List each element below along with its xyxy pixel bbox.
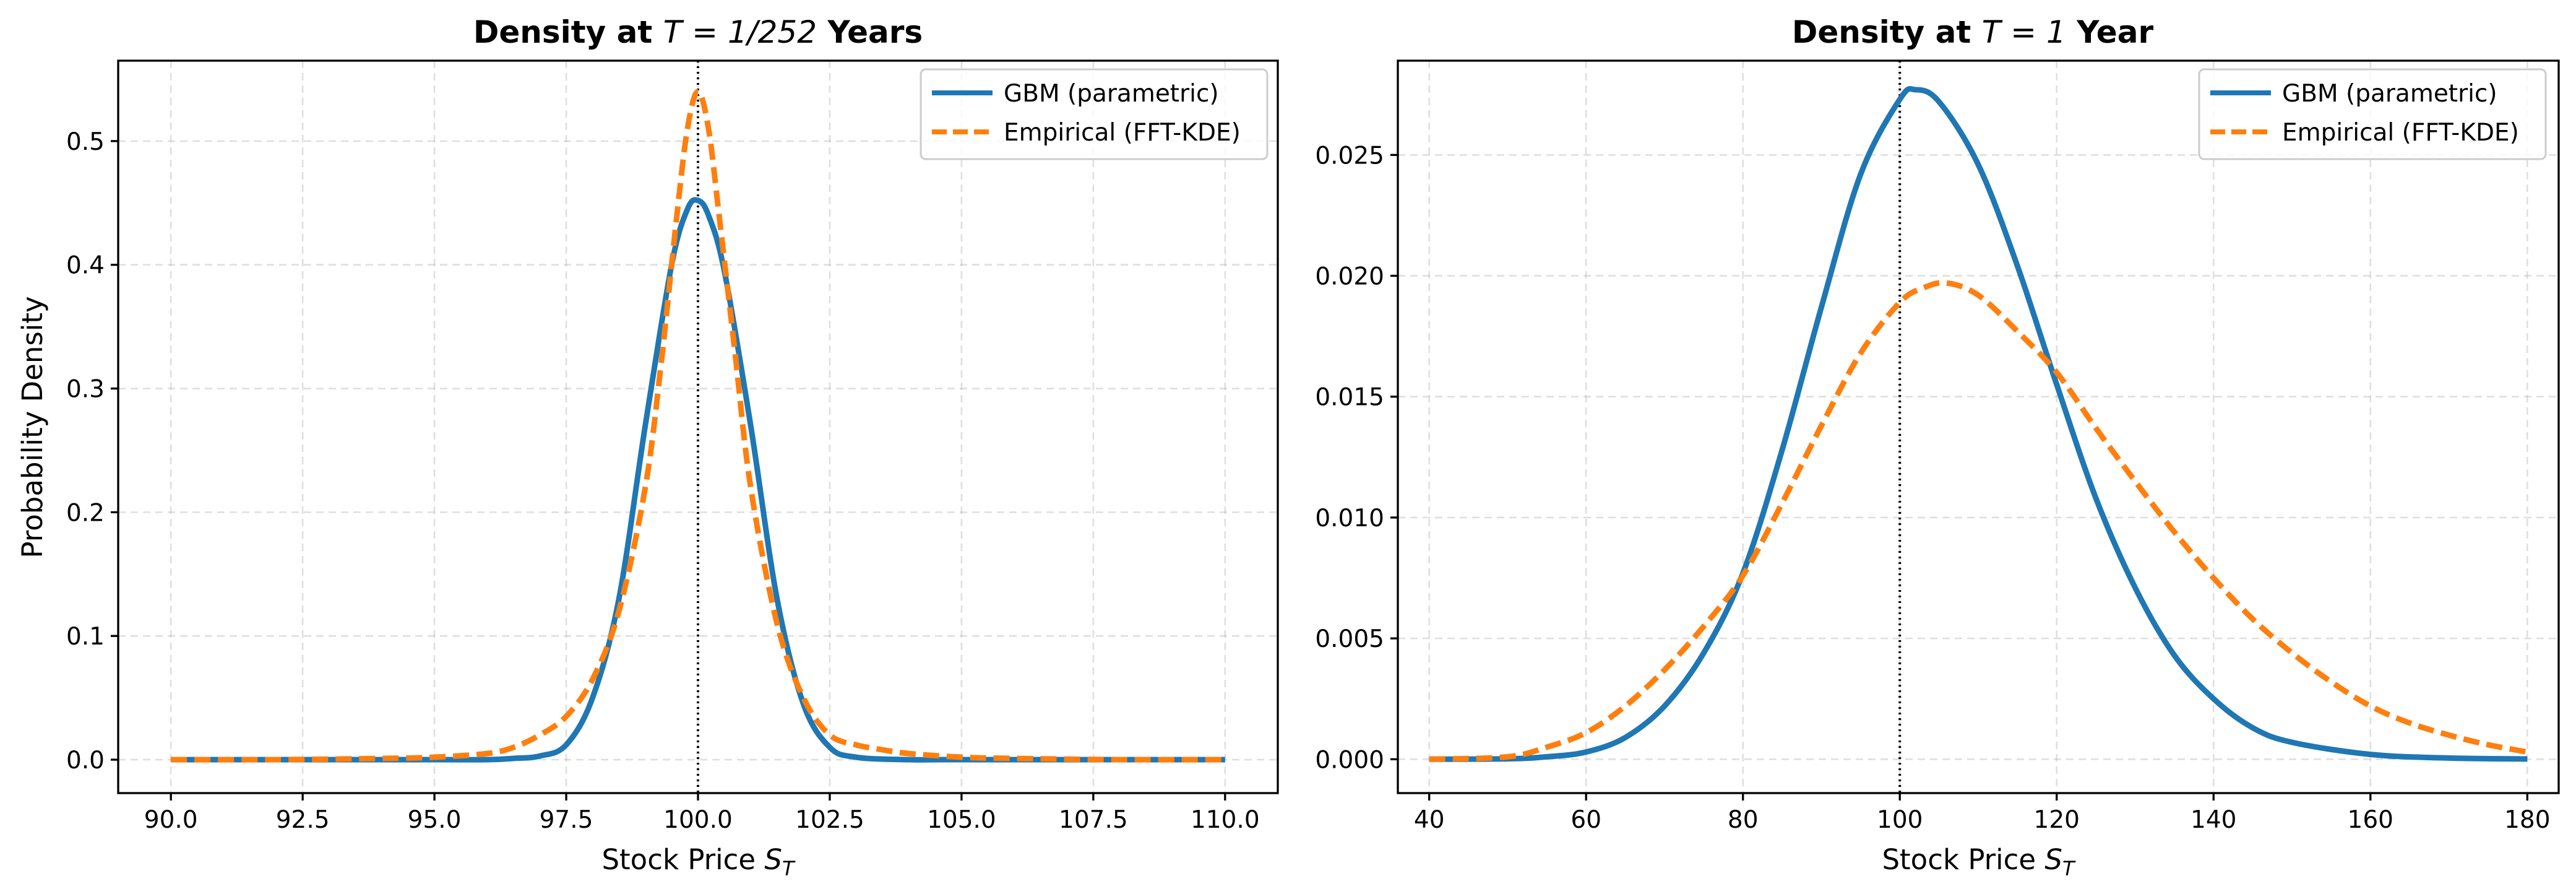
right-x-tick-label: 180	[2504, 806, 2550, 834]
left-density-chart: Density at T = 1/252 Years 90.0 92.5 95.0 9…	[16, 14, 1279, 880]
left-x-tick-label: 102.5	[795, 806, 864, 834]
left-plot-frame	[117, 59, 1279, 794]
left-x-tick-label: 92.5	[276, 806, 330, 834]
right-y-tick-label: 0.025	[1315, 142, 1384, 170]
right-x-tick-label: 160	[2348, 806, 2393, 834]
right-gbm-series-line	[1429, 86, 2528, 762]
left-gbm-series-line	[171, 197, 1225, 763]
left-chart-title: Density at T = 1/252 Years	[473, 14, 923, 50]
left-y-tick-label: 0.1	[66, 623, 105, 651]
left-y-tick-label: 0.0	[66, 747, 105, 775]
left-x-tick-label: 107.5	[1059, 806, 1128, 834]
left-empirical-series-line	[171, 89, 1225, 763]
left-y-tick-label: 0.2	[66, 499, 105, 527]
right-x-tick-label: 40	[1414, 806, 1445, 834]
right-legend-box	[2198, 68, 2547, 160]
right-legend-empirical-label: Empirical (FFT-KDE)	[2282, 119, 2519, 147]
right-x-tick-label: 120	[2034, 806, 2080, 834]
left-y-tick-label: 0.3	[66, 376, 105, 404]
right-y-tick-label: 0.000	[1315, 746, 1384, 774]
right-y-tick-label: 0.010	[1315, 505, 1384, 532]
left-x-tick-label: 97.5	[540, 806, 593, 834]
right-y-tick-label: 0.005	[1315, 625, 1384, 653]
left-x-tick-label: 95.0	[408, 806, 462, 834]
left-x-axis-label: Stock Price ST	[601, 843, 796, 880]
left-x-tick-label: 90.0	[144, 806, 198, 834]
right-empirical-series-line	[1429, 280, 2528, 762]
left-legend-gbm-label: GBM (parametric)	[1004, 80, 1219, 108]
right-x-tick-label: 60	[1570, 806, 1601, 834]
left-y-axis-label: Probability Density	[16, 296, 49, 558]
right-y-tick-label: 0.020	[1315, 263, 1384, 290]
right-density-chart: Density at T = 1 Year 40 60 80 100 120 140 160…	[1315, 14, 2560, 880]
right-chart-title: Density at T = 1 Year	[1792, 14, 2154, 50]
left-legend: GBM (parametric) Empirical (FFT-KDE)	[920, 68, 1269, 160]
right-plot-frame	[1397, 59, 2560, 794]
right-y-tick-label: 0.015	[1315, 384, 1384, 412]
left-y-tick-label: 0.4	[66, 252, 105, 280]
left-x-tick-label: 105.0	[927, 806, 996, 834]
right-legend-gbm-label: GBM (parametric)	[2282, 80, 2497, 108]
right-x-axis-label: Stock Price ST	[1882, 843, 2076, 880]
right-x-tick-label: 100	[1877, 806, 1923, 834]
left-x-tick-label: 110.0	[1191, 806, 1260, 834]
left-legend-box	[920, 68, 1269, 160]
left-y-tick-label: 0.5	[66, 128, 105, 156]
left-legend-empirical-label: Empirical (FFT-KDE)	[1004, 119, 1241, 147]
right-x-tick-label: 80	[1728, 806, 1759, 834]
right-legend: GBM (parametric) Empirical (FFT-KDE)	[2198, 68, 2547, 160]
right-x-tick-label: 140	[2190, 806, 2236, 834]
left-x-tick-label: 100.0	[663, 806, 733, 834]
